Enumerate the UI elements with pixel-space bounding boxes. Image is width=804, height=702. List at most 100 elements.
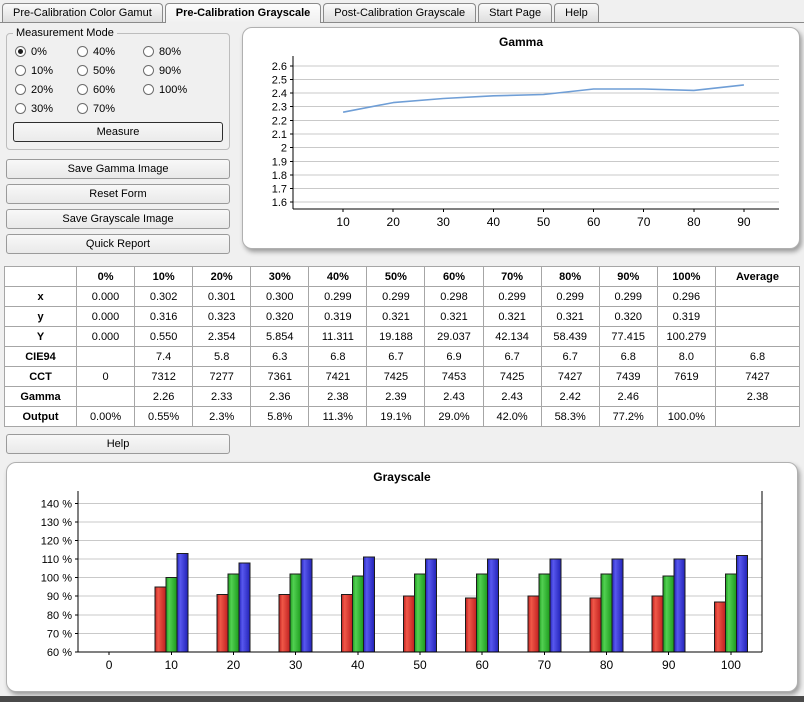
table-cell (715, 306, 800, 327)
table-cell (715, 286, 800, 307)
table-cell: 2.36 (250, 386, 310, 407)
svg-text:50: 50 (413, 658, 427, 672)
svg-text:130 %: 130 % (41, 517, 72, 529)
table-header-cell: 30% (250, 266, 310, 287)
radio-circle-icon[interactable] (15, 103, 26, 114)
radio-circle-icon[interactable] (15, 84, 26, 95)
table-row-y: Y 0.000 0.550 2.354 5.854 11.311 19.188 29.037 4… (4, 326, 800, 347)
radio-option-label: 30% (31, 102, 54, 115)
radio-option-label: 50% (93, 64, 116, 77)
table-cell: 6.7 (540, 346, 600, 367)
svg-text:60 %: 60 % (47, 647, 72, 659)
radio-circle-icon[interactable] (143, 46, 154, 57)
table-cell: 7425 (482, 366, 542, 387)
svg-text:20: 20 (227, 658, 241, 672)
radio-circle-icon[interactable] (15, 46, 26, 57)
table-cell: 7427 (715, 366, 800, 387)
radio-circle-icon[interactable] (77, 84, 88, 95)
svg-text:90: 90 (662, 658, 676, 672)
radio-option-20[interactable]: 20% (15, 80, 77, 99)
radio-option-80[interactable]: 80% (143, 42, 217, 61)
save-grayscale-image-button[interactable]: Save Grayscale Image (6, 209, 230, 229)
table-cell: 0.323 (192, 306, 252, 327)
radio-circle-icon[interactable] (15, 65, 26, 76)
svg-text:2.4: 2.4 (272, 88, 287, 100)
svg-text:2.5: 2.5 (272, 74, 287, 86)
svg-text:70 %: 70 % (47, 628, 72, 640)
table-cell: 2.33 (192, 386, 252, 407)
tab-post-calibration-grayscale[interactable]: Post-Calibration Grayscale (323, 3, 477, 22)
svg-text:1.7: 1.7 (272, 184, 287, 196)
table-cell: 7619 (656, 366, 717, 387)
table-row-label: CIE94 (4, 346, 77, 367)
radio-option-40[interactable]: 40% (77, 42, 143, 61)
table-cell (656, 386, 717, 407)
svg-text:110 %: 110 % (42, 554, 73, 566)
gamma-chart-panel: Gamma 1.6 1.7 1.8 1.9 2 2.1 2.2 2.3 2.4 2.5 2.6 10 2… (242, 27, 800, 249)
table-row-label: Output (4, 406, 77, 427)
table-cell: 6.8 (308, 346, 368, 367)
table-cell: 0.00% (75, 406, 136, 427)
table-row-label: x (4, 286, 77, 307)
table-row-x: x 0.000 0.302 0.301 0.300 0.299 0.299 0.298 0.29… (4, 286, 800, 307)
svg-text:50: 50 (537, 215, 551, 229)
table-header-cell: Average (715, 266, 800, 287)
table-cell: 0 (75, 366, 136, 387)
table-cell: 7439 (598, 366, 658, 387)
radio-option-100[interactable]: 100% (143, 80, 217, 99)
radio-option-50[interactable]: 50% (77, 61, 143, 80)
table-header-cell: 50% (366, 266, 426, 287)
tab-pre-calibration-color-gamut[interactable]: Pre-Calibration Color Gamut (2, 3, 163, 22)
svg-text:80 %: 80 % (47, 610, 72, 622)
main-content: Measurement Mode 0% 10% 20% 30% 40% 50% 60% 70%… (0, 23, 804, 692)
table-row-gamma: Gamma 2.26 2.33 2.36 2.38 2.39 2.43 2.43 2.42 2.4… (4, 386, 800, 407)
radio-option-0[interactable]: 0% (15, 42, 77, 61)
radio-circle-icon[interactable] (143, 84, 154, 95)
gamma-chart-title: Gamma (498, 35, 544, 49)
table-cell: 0.300 (250, 286, 310, 307)
table-row-output: Output 0.00% 0.55% 2.3% 5.8% 11.3% 19.1% 29.0% 4… (4, 406, 800, 427)
svg-text:30: 30 (289, 658, 303, 672)
radio-option-label: 90% (159, 64, 182, 77)
save-gamma-image-button[interactable]: Save Gamma Image (6, 159, 230, 179)
table-cell: 6.8 (715, 346, 800, 367)
quick-report-button[interactable]: Quick Report (6, 234, 230, 254)
radio-circle-icon[interactable] (77, 46, 88, 57)
help-button[interactable]: Help (6, 434, 230, 454)
radio-circle-icon[interactable] (143, 65, 154, 76)
table-cell: 2.43 (424, 386, 484, 407)
svg-text:0: 0 (106, 658, 113, 672)
tab-pre-calibration-grayscale[interactable]: Pre-Calibration Grayscale (164, 3, 322, 23)
tab-start-page[interactable]: Start Page (478, 3, 553, 22)
measurement-mode-title: Measurement Mode (16, 27, 114, 39)
table-cell: 19.188 (366, 326, 426, 347)
radio-circle-icon[interactable] (77, 65, 88, 76)
table-header-cell (4, 266, 77, 287)
reset-form-button[interactable]: Reset Form (6, 184, 230, 204)
radio-option-90[interactable]: 90% (143, 61, 217, 80)
tab-help[interactable]: Help (554, 3, 599, 22)
radio-option-10[interactable]: 10% (15, 61, 77, 80)
radio-option-label: 20% (31, 83, 54, 96)
svg-text:70: 70 (637, 215, 651, 229)
table-cell: 6.3 (250, 346, 310, 367)
table-header-cell: 60% (424, 266, 484, 287)
table-cell: 6.7 (366, 346, 426, 367)
measure-button[interactable]: Measure (13, 122, 223, 142)
table-row-label: Gamma (4, 386, 77, 407)
grayscale-chart-title: Grayscale (373, 470, 431, 484)
table-cell: 42.134 (482, 326, 542, 347)
svg-text:2.2: 2.2 (272, 115, 287, 127)
radio-option-30[interactable]: 30% (15, 99, 77, 118)
measurement-mode-group: Measurement Mode 0% 10% 20% 30% 40% 50% 60% 70%… (6, 27, 230, 150)
table-header-cell: 90% (598, 266, 658, 287)
radio-circle-icon[interactable] (77, 103, 88, 114)
svg-text:2.6: 2.6 (272, 61, 287, 73)
table-cell: 5.8% (250, 406, 310, 427)
table-cell: 29.0% (424, 406, 484, 427)
table-cell: 2.43 (482, 386, 542, 407)
svg-text:100 %: 100 % (41, 573, 72, 585)
table-cell: 2.354 (192, 326, 252, 347)
radio-option-70[interactable]: 70% (77, 99, 143, 118)
radio-option-60[interactable]: 60% (77, 80, 143, 99)
